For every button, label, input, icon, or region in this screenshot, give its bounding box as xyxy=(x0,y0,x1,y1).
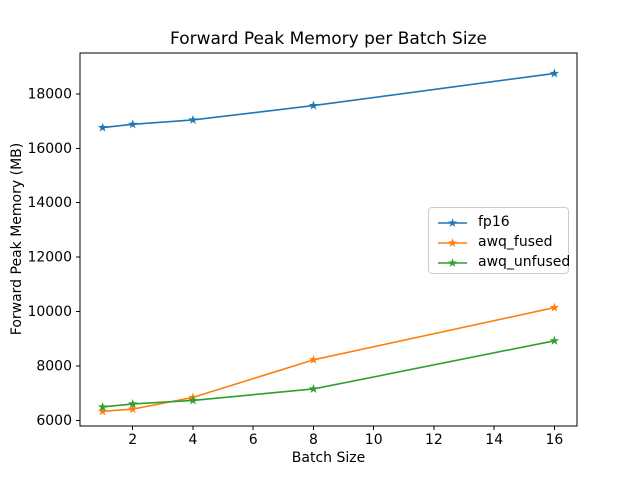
legend-label: awq_unfused xyxy=(478,254,571,270)
x-tick-label: 8 xyxy=(309,432,318,448)
data-point-star-icon xyxy=(97,401,108,411)
legend-label: awq_fused xyxy=(478,234,553,250)
legend-line-star-icon xyxy=(437,215,468,229)
data-point-star-icon xyxy=(549,335,560,345)
data-point-star-icon xyxy=(549,68,560,78)
y-tick-label: 8000 xyxy=(36,359,72,375)
y-tick-label: 14000 xyxy=(27,195,72,211)
series-line xyxy=(102,306,555,413)
x-tick-label: 16 xyxy=(545,432,563,448)
data-point-star-icon xyxy=(127,398,138,408)
data-point-star-icon xyxy=(308,100,319,110)
y-tick-label: 16000 xyxy=(27,141,72,157)
data-point-star-icon xyxy=(97,406,108,416)
data-point-star-icon xyxy=(188,114,198,125)
axes-frame xyxy=(79,52,578,427)
data-point-star-icon xyxy=(127,119,138,129)
y-axis-label: Forward Peak Memory (MB) xyxy=(9,142,25,336)
y-tick-label: 10000 xyxy=(27,304,72,320)
legend-line-star-icon xyxy=(437,235,468,249)
legend: fp16 awq_fused awq_unfused xyxy=(428,207,571,274)
y-tick-label: 12000 xyxy=(27,250,72,266)
legend-item: awq_fused xyxy=(437,232,568,252)
x-tick-label: 4 xyxy=(189,432,198,448)
legend-item: fp16 xyxy=(437,212,568,232)
series-line xyxy=(102,339,555,408)
x-tick-label: 12 xyxy=(425,432,443,448)
data-point-star-icon xyxy=(97,122,108,132)
y-tick-label: 18000 xyxy=(27,86,72,102)
y-tick-label: 6000 xyxy=(36,413,72,429)
legend-label: fp16 xyxy=(478,214,510,230)
x-tick-label: 14 xyxy=(485,432,503,448)
data-point-star-icon xyxy=(188,395,198,405)
legend-line-star-icon xyxy=(437,255,468,269)
x-tick-label: 10 xyxy=(365,432,383,448)
legend-item: awq_unfused xyxy=(437,252,571,272)
chart-title: Forward Peak Memory per Batch Size xyxy=(170,29,487,49)
data-point-star-icon xyxy=(549,302,560,312)
x-tick-label: 2 xyxy=(128,432,137,448)
data-point-star-icon xyxy=(308,383,319,394)
x-axis-label: Batch Size xyxy=(291,450,366,466)
x-tick-label: 6 xyxy=(249,432,258,448)
series-line xyxy=(102,72,555,129)
data-point-star-icon xyxy=(127,404,138,414)
data-point-star-icon xyxy=(308,354,319,364)
